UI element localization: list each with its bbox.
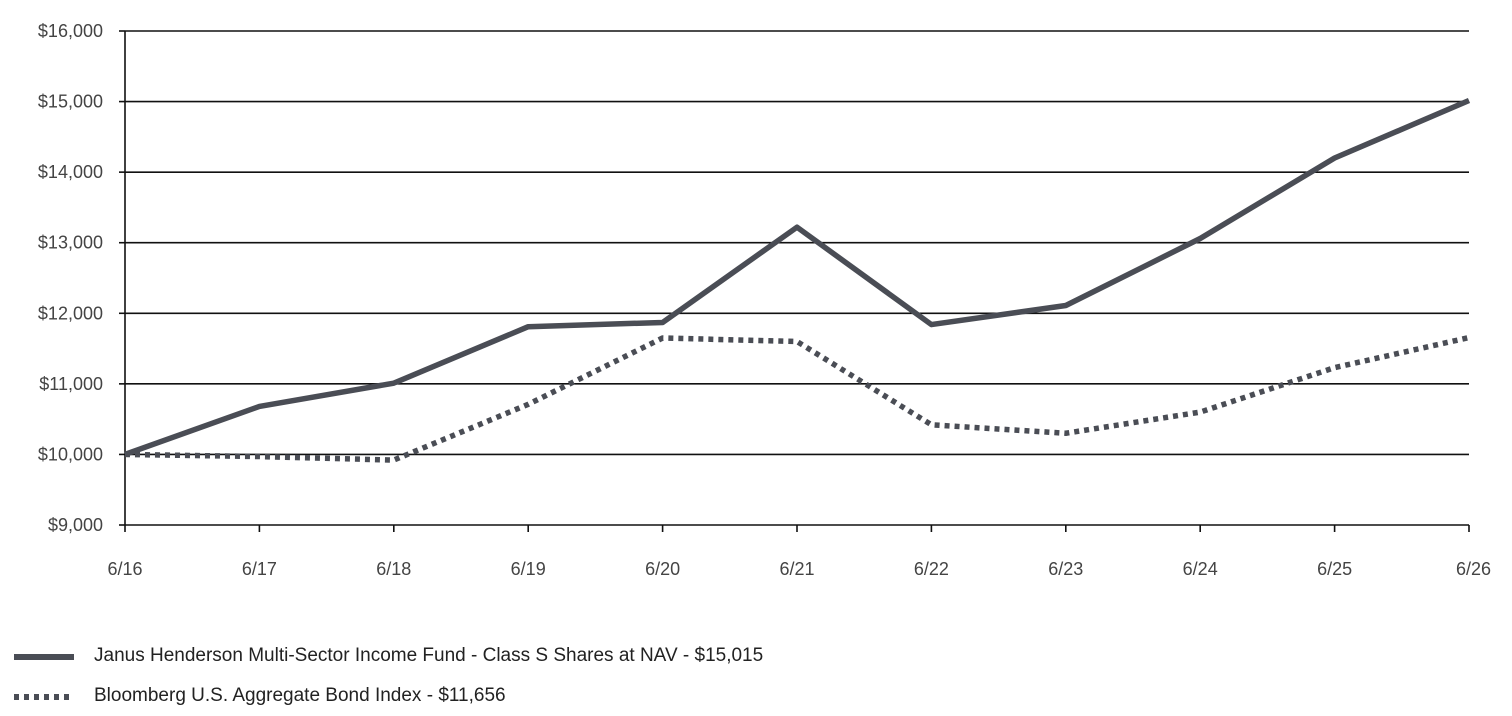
x-tick-label: 6/21: [779, 559, 814, 579]
grid-lines: [125, 30, 1469, 456]
y-axis-tick-labels: $9,000 $10,000 $11,000 $12,000 $13,000 $14,00…: [38, 21, 103, 535]
x-tick-label: 6/16: [107, 559, 142, 579]
x-tick-label: 6/22: [914, 559, 949, 579]
y-tick-label: $16,000: [38, 21, 103, 41]
legend-solid-swatch: [14, 650, 74, 662]
legend-dotted-swatch: [14, 690, 74, 702]
y-tick-label: $12,000: [38, 303, 103, 323]
y-tick-label: $14,000: [38, 162, 103, 182]
legend-label-fund: Janus Henderson Multi-Sector Income Fund…: [94, 645, 764, 666]
x-tick-label: 6/19: [511, 559, 546, 579]
x-tick-label: 6/23: [1048, 559, 1083, 579]
legend-label-index: Bloomberg U.S. Aggregate Bond Index - $1…: [94, 685, 506, 706]
x-tick-label: 6/17: [242, 559, 277, 579]
y-tick-label: $11,000: [39, 374, 103, 394]
y-tick-label: $15,000: [38, 92, 103, 112]
legend: Janus Henderson Multi-Sector Income Fund…: [14, 636, 763, 716]
y-tick-label: $9,000: [48, 515, 103, 535]
x-tick-label: 6/24: [1183, 559, 1218, 579]
x-tick-label: 6/25: [1317, 559, 1352, 579]
y-tick-label: $10,000: [38, 444, 103, 464]
axes: [119, 30, 1470, 532]
x-tick-label: 6/20: [645, 559, 680, 579]
x-tick-label: 6/18: [376, 559, 411, 579]
legend-item-index: Bloomberg U.S. Aggregate Bond Index - $1…: [14, 676, 763, 716]
x-axis-tick-labels: 6/16 6/17 6/18 6/19 6/20 6/21 6/22 6/23 6/24 6/25…: [107, 559, 1491, 579]
series-line-fund: [124, 97, 1471, 458]
line-chart: $9,000 $10,000 $11,000 $12,000 $13,000 $14,00…: [38, 21, 1491, 579]
series-line-index: [124, 334, 1470, 463]
series-lines: [124, 97, 1471, 463]
x-tick-label: 6/26: [1456, 559, 1491, 579]
legend-item-fund: Janus Henderson Multi-Sector Income Fund…: [14, 636, 763, 676]
y-tick-label: $13,000: [38, 233, 103, 253]
